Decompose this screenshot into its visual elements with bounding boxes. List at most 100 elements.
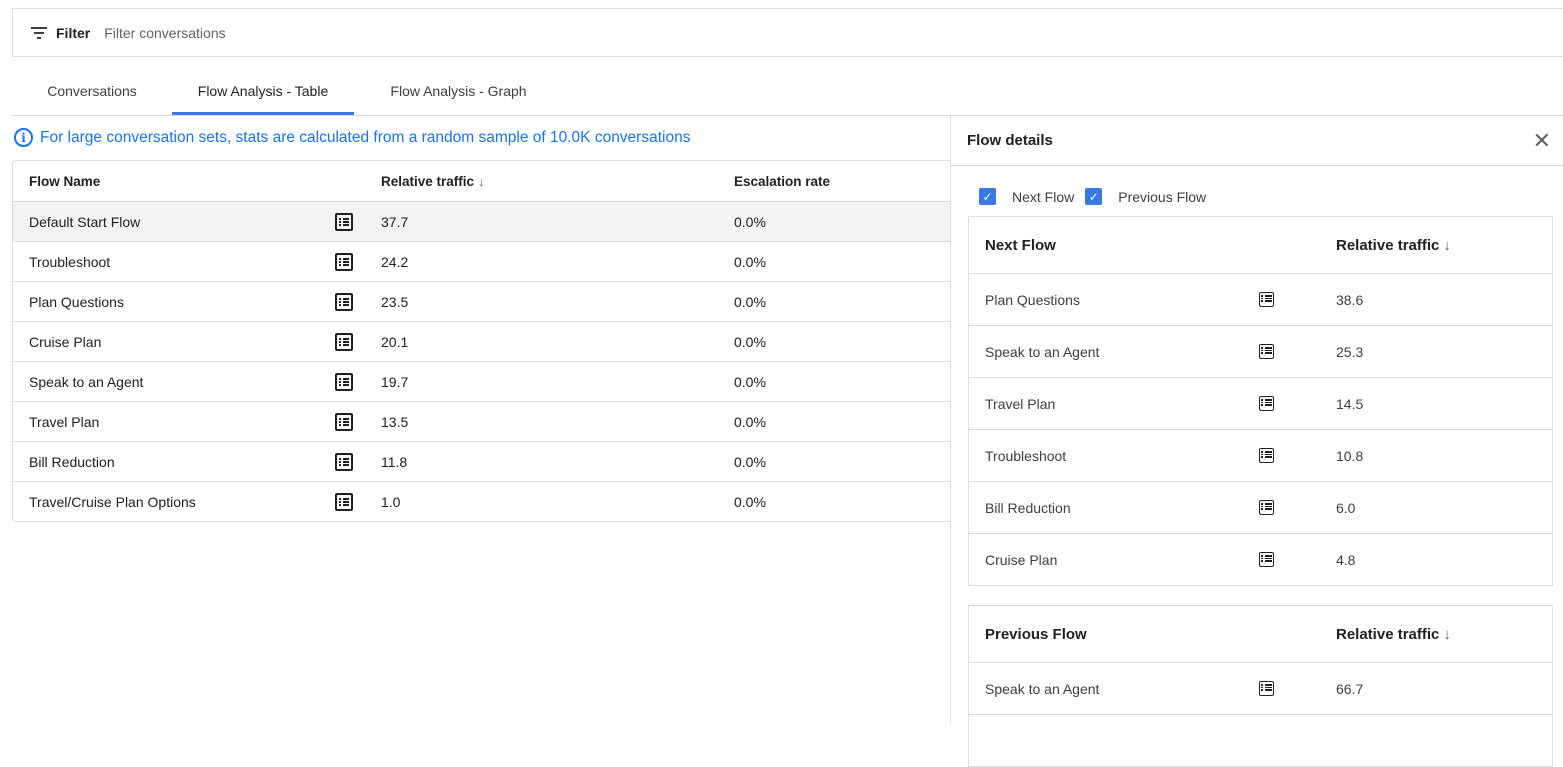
table-row[interactable]: Travel/Cruise Plan Options 1.0 0.0% [13, 481, 951, 521]
next-flow-table: Next Flow Relative traffic ↓ Plan Questio… [968, 216, 1553, 586]
list-details-icon[interactable] [335, 412, 353, 431]
table-row[interactable]: Speak to an Agent 25.3 [969, 325, 1552, 377]
list-details-icon[interactable] [1259, 292, 1274, 307]
list-details-icon[interactable] [1259, 681, 1274, 696]
table-row[interactable]: Speak to an Agent 19.7 0.0% [13, 361, 951, 401]
table-row[interactable]: Troubleshoot 24.2 0.0% [13, 241, 951, 281]
list-details-icon[interactable] [1259, 396, 1274, 411]
table-header: Flow Name Relative traffic ↓ Escalation r… [13, 161, 951, 201]
flow-name: Bill Reduction [29, 453, 115, 470]
relative-traffic: 19.7 [381, 373, 409, 390]
list-details-icon[interactable] [335, 332, 353, 351]
sample-info-banner: i For large conversation sets, stats are… [14, 128, 690, 147]
table-row[interactable]: Travel Plan 14.5 [969, 377, 1552, 429]
relative-traffic: 23.5 [381, 293, 409, 310]
relative-traffic: 10.8 [1336, 447, 1364, 464]
escalation-rate: 0.0% [734, 293, 766, 310]
flow-name: Cruise Plan [985, 551, 1058, 568]
sort-arrow-icon: ↓ [1443, 236, 1451, 254]
next-flow-checkbox[interactable]: ✓ [979, 188, 996, 205]
previous-flow-table: Previous Flow Relative traffic ↓ Speak to… [968, 605, 1553, 767]
flow-name: Bill Reduction [985, 499, 1071, 516]
flow-name: Speak to an Agent [29, 373, 144, 390]
header-flow-name[interactable]: Flow Name [29, 173, 101, 189]
table-row[interactable]: Cruise Plan 20.1 0.0% [13, 321, 951, 361]
list-details-icon[interactable] [335, 252, 353, 271]
flow-name: Speak to an Agent [985, 343, 1100, 360]
list-details-icon[interactable] [335, 372, 353, 391]
table-row[interactable]: Plan Questions 23.5 0.0% [13, 281, 951, 321]
filter-icon [29, 23, 49, 43]
header-relative-traffic[interactable]: Relative traffic ↓ [1336, 625, 1451, 643]
flow-name: Plan Questions [985, 291, 1080, 308]
list-details-icon[interactable] [335, 452, 353, 471]
tab-conversations[interactable]: Conversations [47, 83, 137, 99]
header-previous-flow[interactable]: Previous Flow [985, 625, 1087, 643]
table-row[interactable]: Bill Reduction 11.8 0.0% [13, 441, 951, 481]
list-details-icon[interactable] [335, 292, 353, 311]
info-icon: i [14, 128, 33, 147]
flow-checkboxes: ✓ Next Flow ✓ Previous Flow [979, 188, 1206, 205]
table-row[interactable]: Speak to an Agent 66.7 [969, 662, 1552, 714]
info-text: For large conversation sets, stats are c… [40, 128, 691, 146]
table-row[interactable]: Plan Questions 38.6 [969, 273, 1552, 325]
table-row[interactable]: Troubleshoot 10.8 [969, 429, 1552, 481]
list-details-icon[interactable] [1259, 344, 1274, 359]
relative-traffic: 1.0 [381, 493, 401, 510]
flow-name: Plan Questions [29, 293, 124, 310]
escalation-rate: 0.0% [734, 253, 766, 270]
relative-traffic: 11.8 [381, 453, 408, 470]
list-details-icon[interactable] [1259, 500, 1274, 515]
table-header: Next Flow Relative traffic ↓ [969, 217, 1552, 273]
filter-bar[interactable]: Filter [12, 8, 1563, 57]
list-details-icon[interactable] [1259, 552, 1274, 567]
relative-traffic: 24.2 [381, 253, 409, 270]
filter-input[interactable] [104, 24, 705, 41]
relative-traffic: 6.0 [1336, 499, 1356, 516]
previous-flow-checkbox-label[interactable]: Previous Flow [1118, 188, 1207, 205]
flow-details-title: Flow details [951, 116, 1563, 166]
escalation-rate: 0.0% [734, 413, 766, 430]
header-escalation-rate[interactable]: Escalation rate [734, 173, 831, 189]
table-row[interactable]: Bill Reduction 6.0 [969, 481, 1552, 533]
relative-traffic: 14.5 [1336, 395, 1364, 412]
escalation-rate: 0.0% [734, 213, 766, 230]
relative-traffic: 37.7 [381, 213, 409, 230]
previous-flow-checkbox[interactable]: ✓ [1085, 188, 1103, 205]
header-relative-traffic[interactable]: Relative traffic ↓ [381, 173, 485, 189]
table-row[interactable]: Default Start Flow 37.7 0.0% [13, 201, 951, 241]
filter-label: Filter [56, 24, 91, 41]
relative-traffic: 25.3 [1336, 343, 1364, 360]
table-header: Previous Flow Relative traffic ↓ [969, 606, 1552, 662]
flow-name: Default Start Flow [29, 213, 141, 230]
flow-name: Travel/Cruise Plan Options [29, 493, 196, 510]
header-relative-traffic[interactable]: Relative traffic ↓ [1336, 236, 1451, 254]
table-row[interactable]: Cruise Plan 4.8 [969, 533, 1552, 585]
relative-traffic: 38.6 [1336, 291, 1364, 308]
table-row[interactable] [969, 714, 1552, 766]
list-details-icon[interactable] [1259, 448, 1274, 463]
tab-flow-analysis-graph[interactable]: Flow Analysis - Graph [390, 83, 527, 99]
list-details-icon[interactable] [335, 212, 353, 231]
flow-details-panel: Flow details ✕ ✓ Next Flow ✓ Previous Fl… [950, 116, 1563, 767]
sort-arrow-icon: ↓ [1443, 625, 1451, 643]
flow-name: Cruise Plan [29, 333, 102, 350]
flow-name: Troubleshoot [29, 253, 111, 270]
flow-name: Travel Plan [985, 395, 1056, 412]
relative-traffic: 4.8 [1336, 551, 1356, 568]
list-details-icon[interactable] [335, 492, 353, 511]
flow-table: Flow Name Relative traffic ↓ Escalation r… [12, 160, 951, 522]
flow-name: Travel Plan [29, 413, 100, 430]
next-flow-checkbox-label[interactable]: Next Flow [1012, 188, 1075, 205]
flow-name: Speak to an Agent [985, 680, 1100, 697]
close-icon[interactable]: ✕ [1532, 128, 1551, 153]
escalation-rate: 0.0% [734, 333, 766, 350]
tab-flow-analysis-table[interactable]: Flow Analysis - Table [172, 70, 354, 115]
header-next-flow[interactable]: Next Flow [985, 236, 1056, 254]
escalation-rate: 0.0% [734, 373, 766, 390]
relative-traffic: 13.5 [381, 413, 409, 430]
table-row[interactable]: Travel Plan 13.5 0.0% [13, 401, 951, 441]
tab-bar: Conversations Flow Analysis - Table Flow… [12, 70, 1563, 116]
flow-name: Troubleshoot [985, 447, 1067, 464]
escalation-rate: 0.0% [734, 453, 766, 470]
